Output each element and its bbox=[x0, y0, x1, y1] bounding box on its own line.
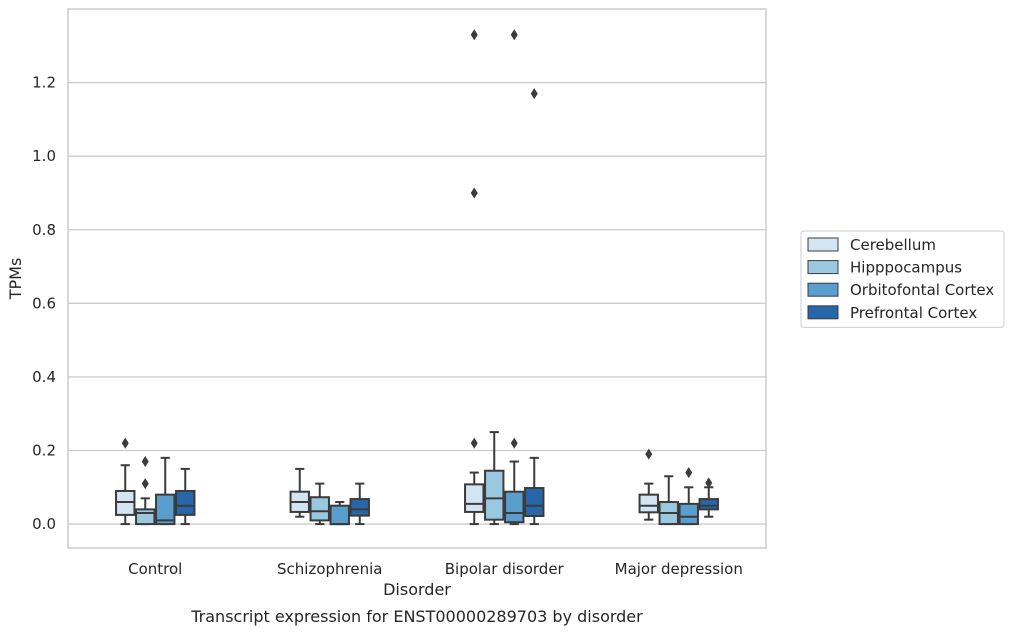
y-tick-label: 1.2 bbox=[32, 74, 56, 92]
outlier-point bbox=[685, 467, 693, 479]
x-tick-label: Schizophrenia bbox=[277, 560, 382, 578]
grid-lines bbox=[68, 81, 766, 525]
outlier-point bbox=[510, 29, 518, 41]
y-tick-label: 0.4 bbox=[32, 368, 56, 386]
series-prefrontal-cortex bbox=[175, 88, 719, 526]
outlier-point bbox=[705, 477, 713, 489]
x-tick-label: Major depression bbox=[615, 560, 743, 578]
y-axis-ticks: 0.0 0.2 0.4 0.6 0.8 1.0 1.2 bbox=[32, 74, 56, 534]
box bbox=[349, 498, 370, 517]
x-axis-label: Disorder bbox=[383, 580, 451, 599]
legend: Cerebellum Hipppocampus Orbitofontal Corte… bbox=[800, 230, 1005, 328]
box bbox=[135, 508, 156, 526]
legend-label: Orbitofontal Cortex bbox=[850, 281, 994, 299]
legend-label: Cerebellum bbox=[850, 236, 936, 254]
outlier-point bbox=[121, 437, 129, 449]
series-hipppocampus bbox=[135, 431, 679, 526]
box bbox=[155, 493, 176, 526]
outlier-point bbox=[510, 437, 518, 449]
box bbox=[464, 483, 485, 513]
box-plot-series bbox=[115, 29, 719, 526]
box bbox=[309, 496, 330, 522]
y-tick-label: 0.0 bbox=[32, 515, 56, 533]
box bbox=[329, 504, 350, 526]
y-axis-label: TPMs bbox=[6, 258, 25, 301]
legend-label: Hipppocampus bbox=[850, 259, 962, 277]
plot-area-frame bbox=[67, 8, 767, 549]
outlier-point bbox=[645, 448, 653, 460]
outlier-point bbox=[141, 478, 149, 490]
series-orbitofontal-cortex bbox=[155, 29, 699, 526]
y-tick-label: 0.8 bbox=[32, 221, 56, 239]
x-tick-label: Bipolar disorder bbox=[445, 560, 565, 578]
box bbox=[504, 490, 525, 524]
legend-swatch bbox=[807, 260, 839, 275]
series-cerebellum bbox=[115, 29, 659, 526]
box bbox=[175, 489, 196, 516]
box bbox=[678, 502, 699, 526]
outlier-point bbox=[470, 437, 478, 449]
legend-swatch bbox=[807, 305, 839, 320]
y-tick-label: 1.0 bbox=[32, 147, 56, 165]
chart-caption: Transcript expression for ENST0000028970… bbox=[190, 607, 643, 626]
box bbox=[524, 487, 545, 517]
box bbox=[698, 498, 719, 511]
outlier-point bbox=[141, 456, 149, 468]
legend-swatch bbox=[807, 282, 839, 297]
legend-swatch bbox=[807, 237, 839, 252]
legend-label: Prefrontal Cortex bbox=[850, 304, 977, 322]
legend-frame bbox=[800, 230, 1005, 328]
x-tick-label: Control bbox=[128, 560, 182, 578]
y-tick-label: 0.6 bbox=[32, 294, 56, 312]
box bbox=[484, 469, 505, 521]
x-axis-ticks: Control Schizophrenia Bipolar disorder Majo… bbox=[128, 560, 743, 578]
box bbox=[638, 493, 659, 514]
outlier-point bbox=[530, 88, 538, 100]
outlier-point bbox=[470, 187, 478, 199]
y-tick-label: 0.2 bbox=[32, 442, 56, 460]
outlier-point bbox=[470, 29, 478, 41]
